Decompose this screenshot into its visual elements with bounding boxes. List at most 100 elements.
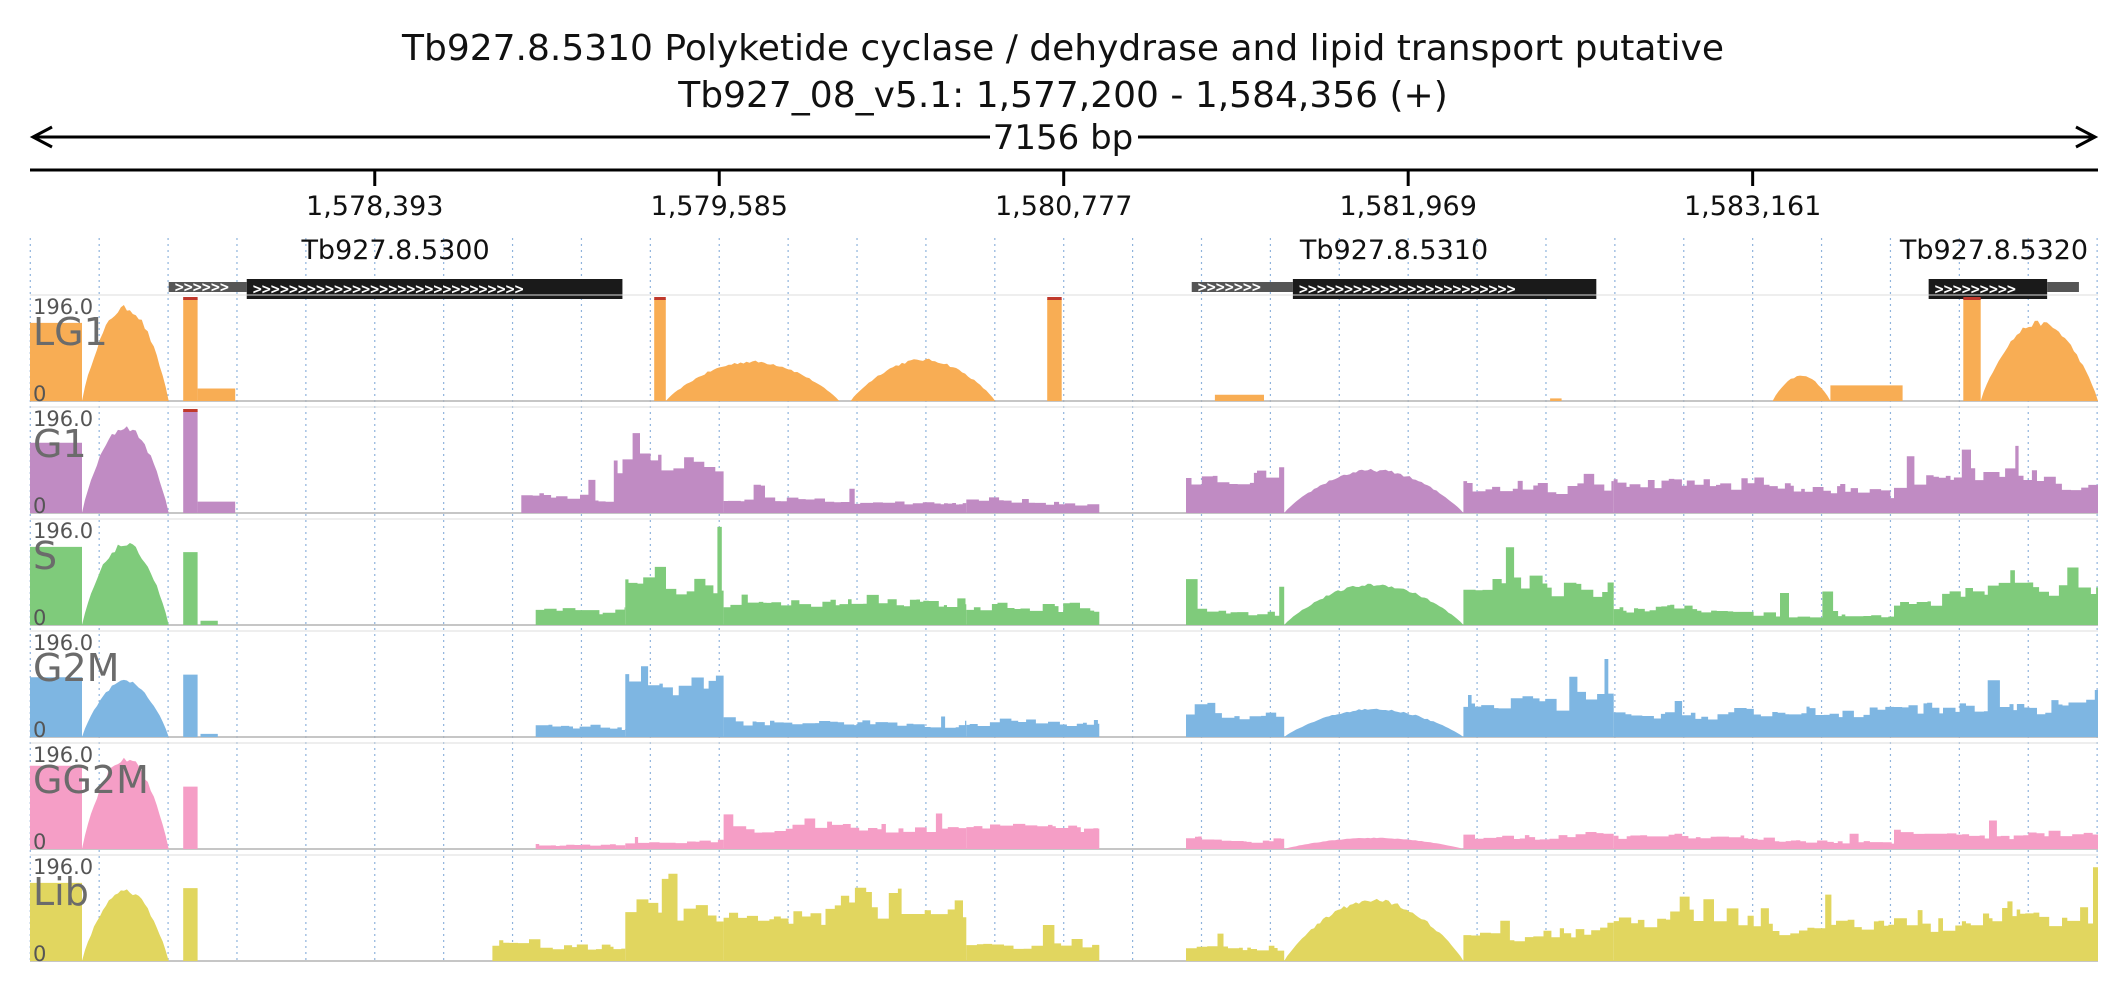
coverage-area (535, 607, 626, 625)
gene-label: Tb927.8.5320 (1899, 235, 2088, 266)
coverage-area (625, 526, 724, 625)
coverage-area (535, 844, 626, 849)
coverage-area (30, 677, 82, 737)
coverage-area (30, 765, 82, 849)
coverage-area (966, 925, 1100, 961)
coverage-area (1186, 702, 1285, 737)
coverage-area (723, 484, 967, 513)
coverage-area (82, 757, 169, 849)
coverage-area (1284, 468, 1464, 513)
coverage-area (1186, 467, 1285, 513)
track-ymin-label: 0 (33, 718, 46, 742)
coverage-area (1284, 708, 1464, 737)
coverage-area (1894, 567, 2098, 625)
coverage-area (82, 889, 169, 961)
coverage-area (1214, 394, 1264, 401)
clip-indicator (1963, 297, 1981, 300)
ruler-tick-label: 1,583,161 (1684, 191, 1821, 222)
coverage-area (82, 305, 169, 401)
coverage-area (613, 433, 724, 513)
coverage-area (723, 813, 967, 849)
coverage-area (1894, 867, 2098, 961)
coverage-area (30, 882, 82, 961)
coverage-area (1047, 299, 1062, 401)
coverage-area (966, 602, 1100, 625)
coverage-area (535, 724, 626, 737)
track-name: GG2M (33, 758, 149, 802)
coverage-area (82, 679, 169, 737)
track-ymax-label: 196.0 (33, 631, 93, 655)
strand-arrows: >>>>>>>>>>>>>>>>>>>>>>>> (1299, 280, 1516, 298)
track-ymin-label: 0 (33, 830, 46, 854)
coverage-area (1550, 398, 1562, 401)
coverage-area (1463, 547, 1614, 625)
coverage-area (200, 620, 218, 625)
coverage-area (966, 497, 1100, 513)
coverage-area (30, 322, 82, 401)
coverage-area (200, 733, 218, 737)
coverage-area (723, 716, 967, 737)
ruler-tick-label: 1,579,585 (651, 191, 788, 222)
coverage-area (30, 442, 82, 513)
coverage-area (966, 718, 1100, 737)
gene-cds (246, 279, 623, 299)
track-ymax-label: 196.0 (33, 519, 93, 543)
track-ymax-label: 196.0 (33, 407, 93, 431)
span-length-label: 7156 bp (993, 118, 1134, 158)
coverage-area (1613, 701, 1894, 737)
coverage-area (1463, 659, 1614, 737)
coverage-area (1830, 385, 1903, 401)
coverage-area (1894, 820, 2098, 849)
track-name: G2M (33, 646, 119, 690)
track-ymax-label: 196.0 (33, 855, 93, 879)
track-ymin-label: 0 (33, 942, 46, 966)
coverage-area (183, 299, 198, 401)
track-name: G1 (33, 422, 87, 466)
strand-arrows: >>>>>>>>>>>>>>>>>>>>>>>>>>>>>> (253, 280, 524, 298)
gene-utr (168, 282, 247, 292)
coverage-area (723, 887, 967, 961)
coverage-area (30, 546, 82, 625)
coverage-area (723, 594, 967, 625)
clip-indicator (183, 409, 198, 412)
strand-arrows: >>>>>>>>> (1935, 280, 2016, 298)
gene-Tb927.8.5300: >>>>>> >>>>>>>>>>>>>>>>>>>>>>>>>>>>>>Tb92… (168, 235, 623, 299)
gene-track: >>>>>> >>>>>>>>>>>>>>>>>>>>>>>>>>>>>>Tb92… (168, 235, 2088, 299)
coordinate-ruler: 1,578,393 1,579,585 1,580,777 1,581,969 1,58… (30, 168, 2098, 222)
coverage-area (625, 873, 724, 961)
coverage-area (521, 479, 626, 513)
gene-cds (1292, 279, 1597, 299)
clip-indicator (183, 297, 198, 300)
ruler-tick-label: 1,578,393 (306, 191, 443, 222)
gene-cds (1928, 279, 2048, 299)
gene-label: Tb927.8.5300 (300, 235, 489, 266)
coverage-area (1894, 680, 2098, 737)
coverage-area (1186, 836, 1285, 849)
span-arrow: 7156 bp (29, 118, 2099, 158)
coverage-area (1284, 898, 1464, 961)
locus-subtitle: Tb927_08_v5.1: 1,577,200 - 1,584,356 (+) (677, 75, 1448, 116)
coverage-area (82, 543, 169, 625)
coverage-area (1284, 583, 1464, 625)
coverage-area (1613, 833, 1894, 849)
coverage-area (1613, 894, 1894, 961)
track-name: Lib (33, 870, 89, 914)
coverage-area (1772, 375, 1831, 401)
coverage-area (654, 299, 666, 401)
coverage-area (1894, 445, 2098, 513)
coverage-area (1186, 579, 1285, 625)
coverage-area (1980, 320, 2098, 401)
track-name: LG1 (33, 310, 108, 354)
gene-Tb927.8.5320: >>>>>>>>> Tb927.8.5320 (1899, 235, 2088, 299)
gene-label: Tb927.8.5310 (1299, 235, 1488, 266)
track-ymin-label: 0 (33, 494, 46, 518)
coverage-area (197, 501, 236, 513)
track-ymax-label: 196.0 (33, 743, 93, 767)
